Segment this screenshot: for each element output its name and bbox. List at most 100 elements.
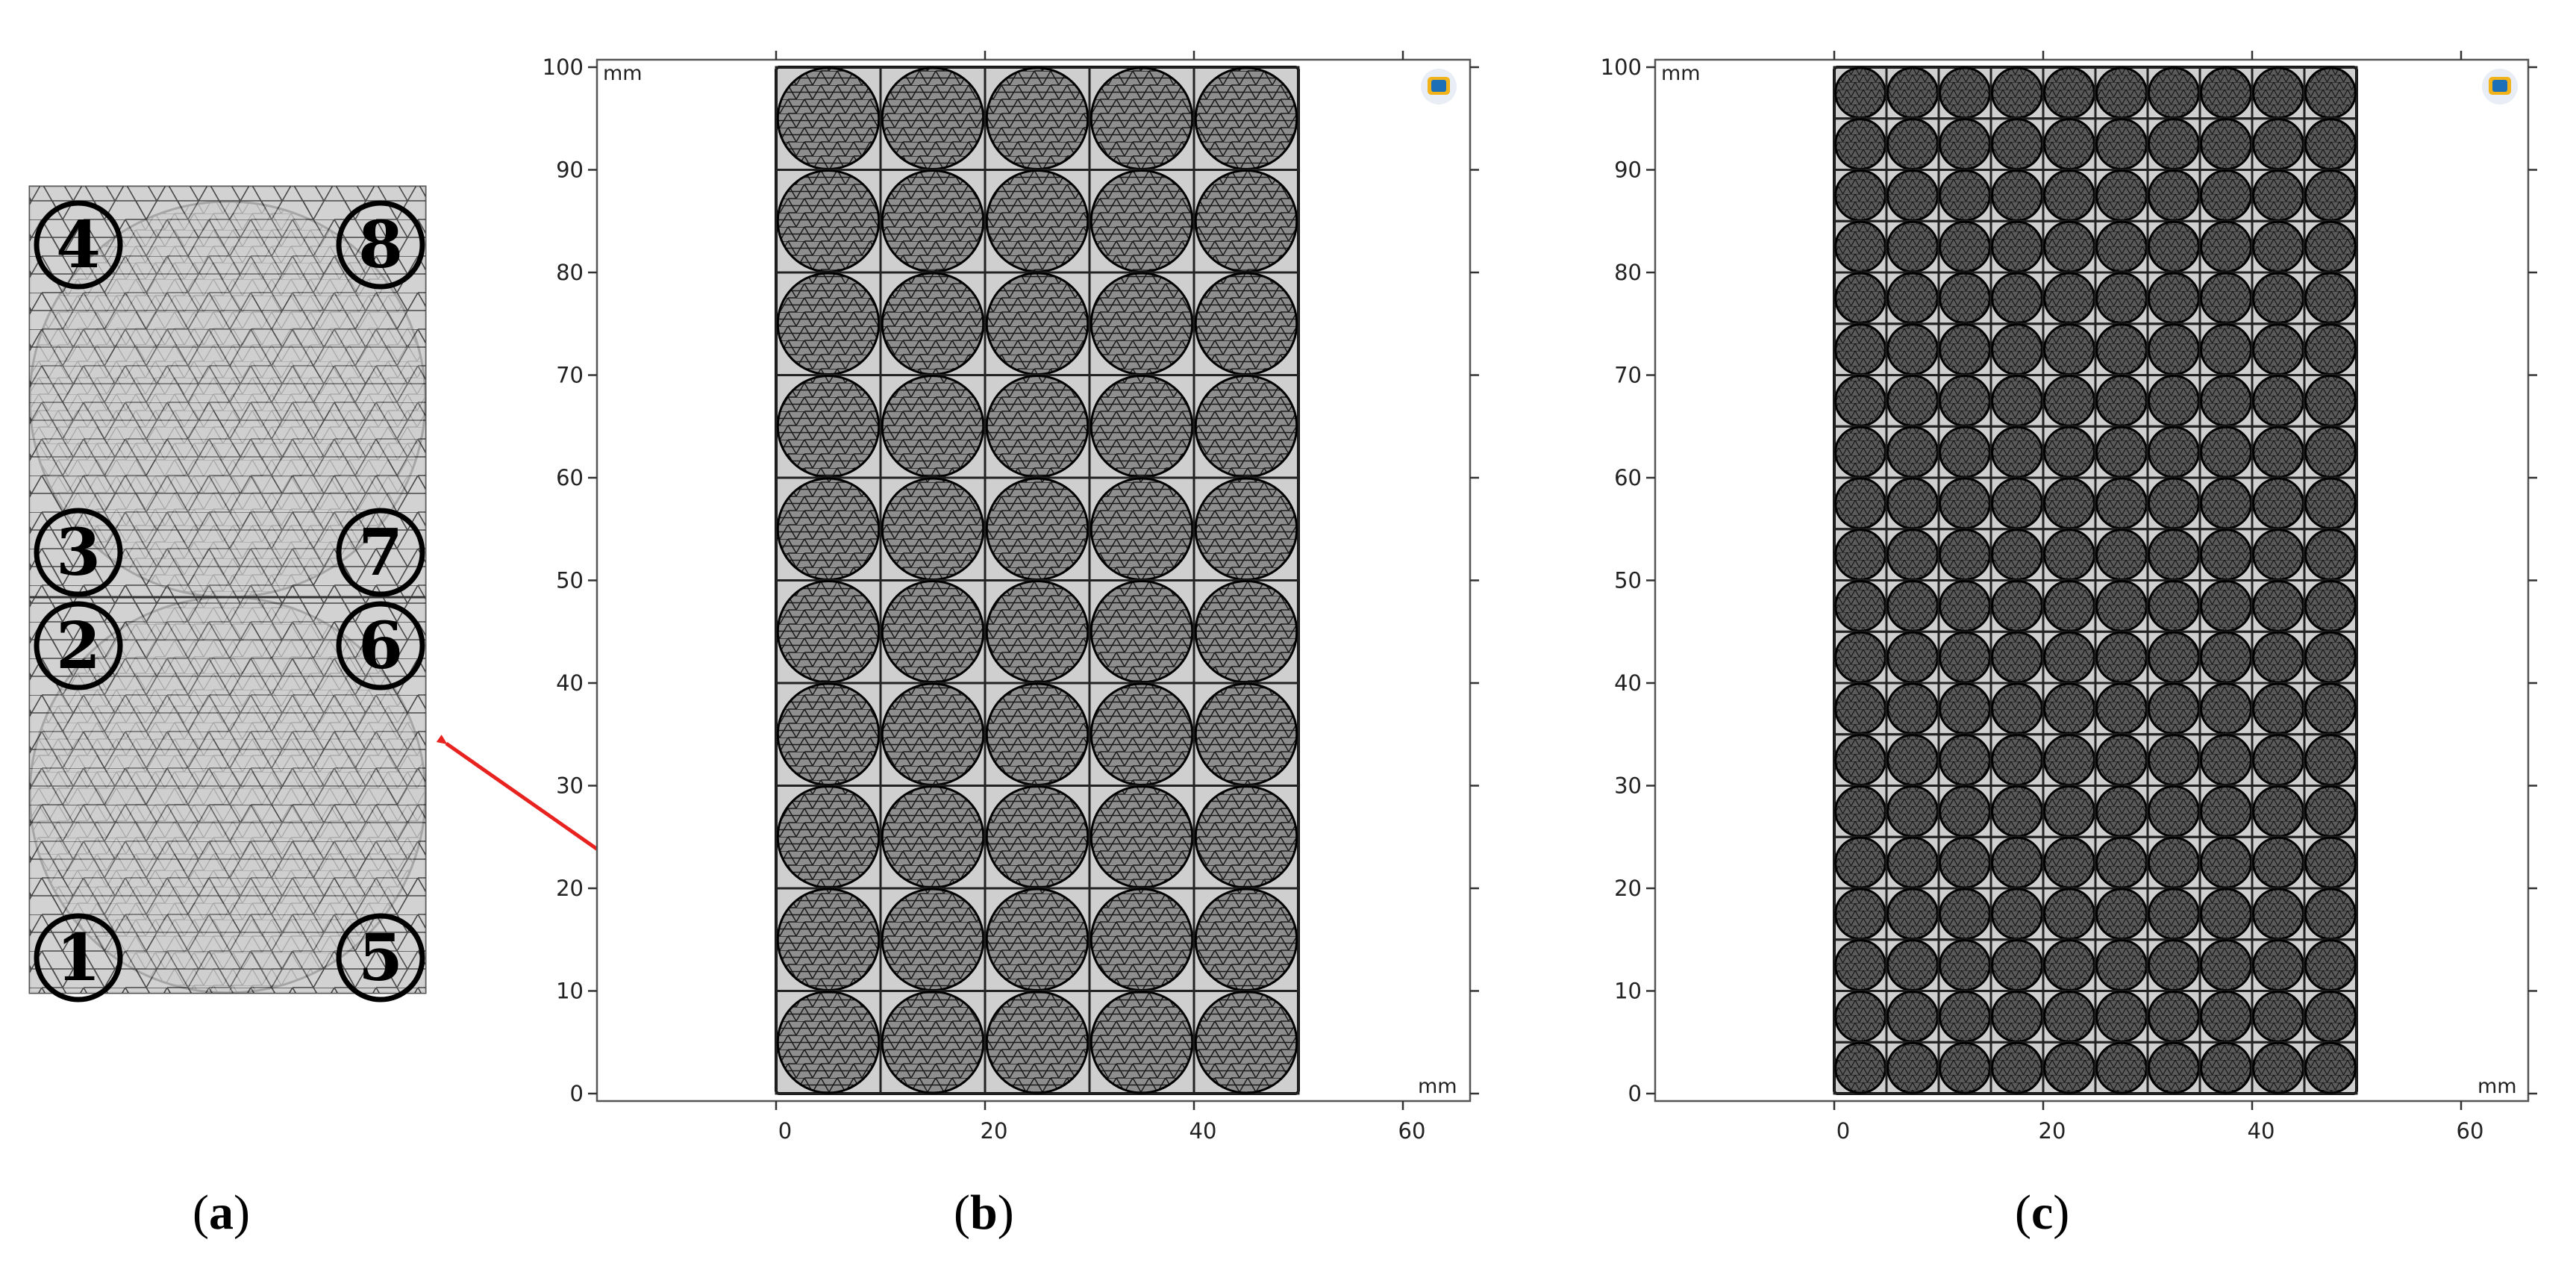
y-tick-label: 70 <box>1614 363 1642 388</box>
fiber-circle <box>1991 66 2043 119</box>
fiber-circle <box>1939 991 1991 1043</box>
fiber-circle <box>2043 1041 2095 1094</box>
fiber-circle <box>2148 169 2200 222</box>
fiber-circle <box>2304 220 2357 273</box>
y-tick-label: 40 <box>556 670 584 696</box>
x-tick-label: 20 <box>981 1118 1008 1144</box>
fiber-circle <box>2200 272 2252 325</box>
fiber-circle <box>1991 272 2043 325</box>
fiber-circle <box>2200 682 2252 735</box>
x-unit-label: mm <box>1418 1075 1457 1098</box>
fiber-circle <box>2304 888 2357 941</box>
fiber-circle <box>2095 836 2148 889</box>
fiber-circle <box>1886 323 1939 375</box>
fiber-circle <box>1939 631 1991 684</box>
fiber-circle <box>2148 836 2200 889</box>
node-number-7: 7 <box>336 508 425 597</box>
fiber-circle <box>2200 118 2252 170</box>
fiber-circle <box>1939 888 1991 941</box>
fiber-circle <box>1194 682 1298 786</box>
fiber-circle <box>2200 169 2252 222</box>
fiber-circle <box>1939 425 1991 478</box>
fiber-circle <box>2043 631 2095 684</box>
fiber-circle <box>2148 477 2200 530</box>
fiber-circle <box>2200 477 2252 530</box>
fiber-circle <box>2148 118 2200 170</box>
fiber-circle <box>2095 631 2148 684</box>
fiber-circle <box>2252 734 2304 786</box>
fiber-circle <box>1939 220 1991 273</box>
x-unit-label: mm <box>2477 1075 2517 1098</box>
fiber-circle <box>1090 888 1194 991</box>
fiber-circle <box>2148 734 2200 786</box>
y-tick-label: 0 <box>570 1081 584 1106</box>
fiber-circle <box>2148 66 2200 119</box>
fiber-circle <box>881 580 985 684</box>
fiber-circle <box>776 169 881 273</box>
fiber-circle <box>2200 1041 2252 1094</box>
fiber-circle <box>2148 580 2200 632</box>
fiber-circle <box>2148 682 2200 735</box>
fiber-circle <box>1991 529 2043 581</box>
fiber-circle <box>2304 631 2357 684</box>
fiber-circle <box>1834 375 1886 427</box>
x-tick-label: 20 <box>2039 1118 2066 1144</box>
fiber-circle <box>2043 734 2095 786</box>
fiber-circle <box>1834 682 1886 735</box>
fiber-circle <box>2252 272 2304 325</box>
node-number-3: 3 <box>34 508 123 597</box>
fiber-circle <box>2095 1041 2148 1094</box>
fiber-circle <box>2043 477 2095 530</box>
x-tick-label: 0 <box>778 1118 792 1144</box>
fiber-circle <box>881 66 985 170</box>
fiber-circle <box>2252 118 2304 170</box>
fiber-circle <box>776 785 881 889</box>
fiber-circle <box>2043 785 2095 838</box>
y-tick-label: 20 <box>556 876 584 901</box>
fiber-circle <box>985 991 1090 1094</box>
fiber-circle <box>1194 66 1298 170</box>
fiber-circle <box>2095 529 2148 581</box>
fiber-circle <box>1194 272 1298 375</box>
x-tick-label: 40 <box>2248 1118 2275 1144</box>
node-number-label: 7 <box>358 515 403 590</box>
fiber-circle <box>1991 836 2043 889</box>
fiber-circle <box>1939 1041 1991 1094</box>
y-tick-label: 80 <box>1614 260 1642 285</box>
fiber-circle <box>2095 169 2148 222</box>
fiber-circle <box>2148 785 2200 838</box>
fiber-circle <box>1194 991 1298 1094</box>
fiber-circle <box>2304 118 2357 170</box>
fiber-circle <box>2095 580 2148 632</box>
fiber-circle <box>1886 529 1939 581</box>
node-number-6: 6 <box>336 601 425 690</box>
fiber-circle <box>1090 580 1194 684</box>
fiber-circle <box>2095 939 2148 991</box>
fiber-circle <box>2095 118 2148 170</box>
fiber-circle <box>2148 272 2200 325</box>
fiber-circle <box>1090 477 1194 581</box>
fiber-circle <box>1886 375 1939 427</box>
fiber-circle <box>2304 734 2357 786</box>
fiber-circle <box>2043 529 2095 581</box>
fiber-circle <box>2148 425 2200 478</box>
fiber-circle <box>2304 477 2357 530</box>
fiber-circle <box>881 169 985 273</box>
fiber-circle <box>1194 785 1298 889</box>
fiber-circle <box>1090 375 1194 478</box>
fiber-circle <box>985 375 1090 478</box>
fiber-circle <box>881 477 985 581</box>
node-number-2: 2 <box>34 601 123 690</box>
fiber-circle <box>2252 888 2304 941</box>
fiber-circle <box>1886 1041 1939 1094</box>
fiber-circle <box>2304 375 2357 427</box>
fiber-circle <box>1991 220 2043 273</box>
fiber-circle <box>1886 785 1939 838</box>
fiber-circle <box>1991 888 2043 941</box>
fiber-circle <box>1090 66 1194 170</box>
fiber-circle <box>1991 169 2043 222</box>
fiber-circle <box>1886 631 1939 684</box>
fiber-circle <box>2304 682 2357 735</box>
node-number-label: 5 <box>358 920 403 996</box>
